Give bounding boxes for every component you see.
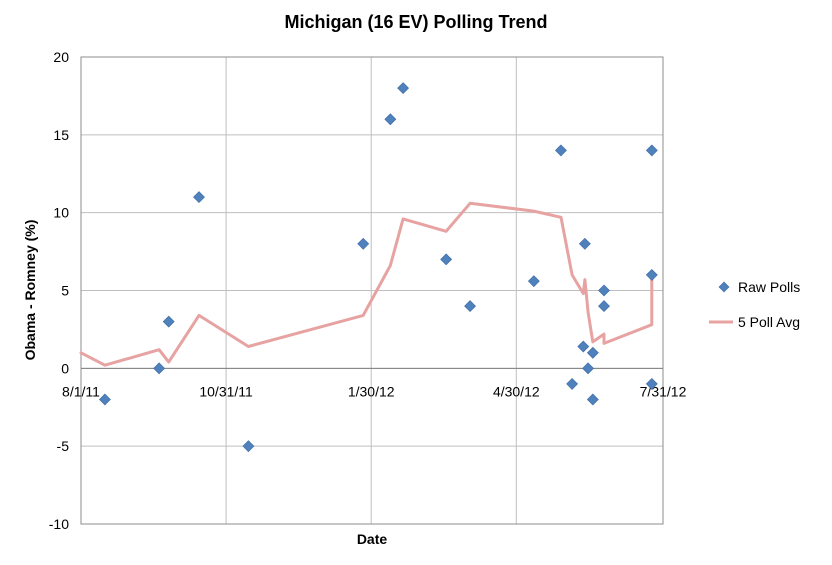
- raw-polls-layer: [98, 82, 658, 453]
- x-tick-label: 8/1/11: [62, 383, 100, 399]
- legend-label-raw-polls: Raw Polls: [738, 279, 800, 295]
- raw-poll-point: [242, 440, 255, 453]
- x-tick-label: 4/30/12: [493, 383, 540, 399]
- raw-poll-point: [577, 340, 590, 353]
- raw-poll-point: [578, 237, 591, 250]
- y-tick-label: -10: [49, 516, 69, 532]
- raw-poll-point: [598, 300, 610, 312]
- legend-item-5-poll-avg: 5 Poll Avg: [709, 314, 800, 330]
- raw-poll-point: [645, 269, 658, 281]
- raw-poll-point: [193, 191, 205, 204]
- five-poll-avg-line: [79, 201, 654, 367]
- x-tick-label: 10/31/11: [199, 383, 253, 399]
- raw-poll-point: [397, 82, 410, 95]
- raw-poll-point: [384, 113, 397, 126]
- raw-poll-point: [566, 377, 579, 390]
- average-line-layer: [79, 201, 654, 367]
- raw-poll-point: [162, 315, 175, 328]
- y-tick-label: 5: [61, 283, 69, 299]
- raw-poll-point: [586, 393, 599, 406]
- raw-poll-point: [464, 300, 476, 312]
- raw-poll-point: [527, 275, 540, 288]
- chart-title: Michigan (16 EV) Polling Trend: [284, 12, 547, 32]
- x-tick-label: 7/31/12: [640, 383, 687, 399]
- raw-poll-point: [598, 284, 610, 297]
- raw-poll-point: [98, 393, 111, 406]
- raw-poll-point: [582, 362, 594, 375]
- y-tick-label: 10: [53, 205, 69, 221]
- raw-poll-point: [645, 144, 658, 157]
- y-tick-label: 15: [53, 127, 69, 143]
- y-axis-title: Obama - Romney (%): [22, 220, 38, 361]
- legend-label-5-poll-avg: 5 Poll Avg: [738, 314, 800, 330]
- y-tick-label: 0: [61, 360, 69, 376]
- raw-poll-point: [645, 377, 658, 390]
- legend: Raw Polls 5 Poll Avg: [709, 279, 800, 330]
- raw-poll-point: [586, 346, 599, 359]
- raw-poll-point: [153, 362, 166, 375]
- y-tick-label: -5: [57, 438, 70, 454]
- x-axis-title: Date: [357, 531, 388, 547]
- x-tick-label: 1/30/12: [348, 383, 395, 399]
- raw-poll-point: [555, 144, 567, 157]
- gridlines: [80, 56, 664, 525]
- legend-diamond-icon: [718, 281, 730, 293]
- plot-frame: [80, 56, 664, 525]
- raw-poll-point: [357, 237, 370, 250]
- raw-poll-point: [440, 253, 453, 266]
- y-tick-label: 20: [53, 49, 69, 65]
- legend-item-raw-polls: Raw Polls: [718, 279, 800, 295]
